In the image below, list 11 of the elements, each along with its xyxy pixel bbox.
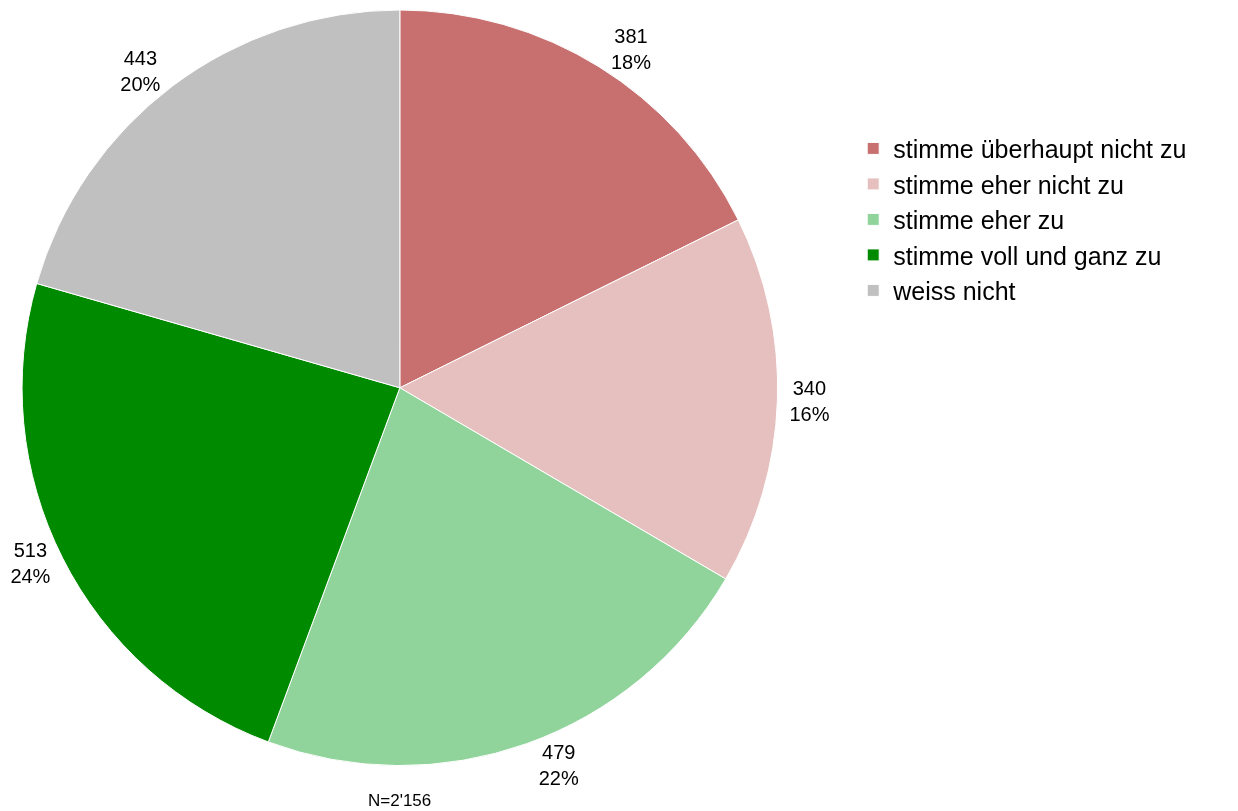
data-label: 381 18% bbox=[610, 25, 652, 74]
data-label: 479 22% bbox=[538, 740, 579, 789]
legend-label: stimme überhaupt nicht zu bbox=[893, 135, 1187, 164]
legend-label: stimme voll und ganz zu bbox=[893, 241, 1162, 270]
legend-label: weiss nicht bbox=[892, 277, 1016, 306]
data-label: 340 16% bbox=[789, 377, 830, 426]
legend-label: stimme eher nicht zu bbox=[893, 170, 1124, 199]
text: N=2'156 bbox=[368, 791, 432, 810]
legend-label: stimme eher zu bbox=[893, 206, 1065, 235]
data-label: 443 20% bbox=[120, 46, 161, 95]
data-label: 513 24% bbox=[10, 539, 51, 587]
